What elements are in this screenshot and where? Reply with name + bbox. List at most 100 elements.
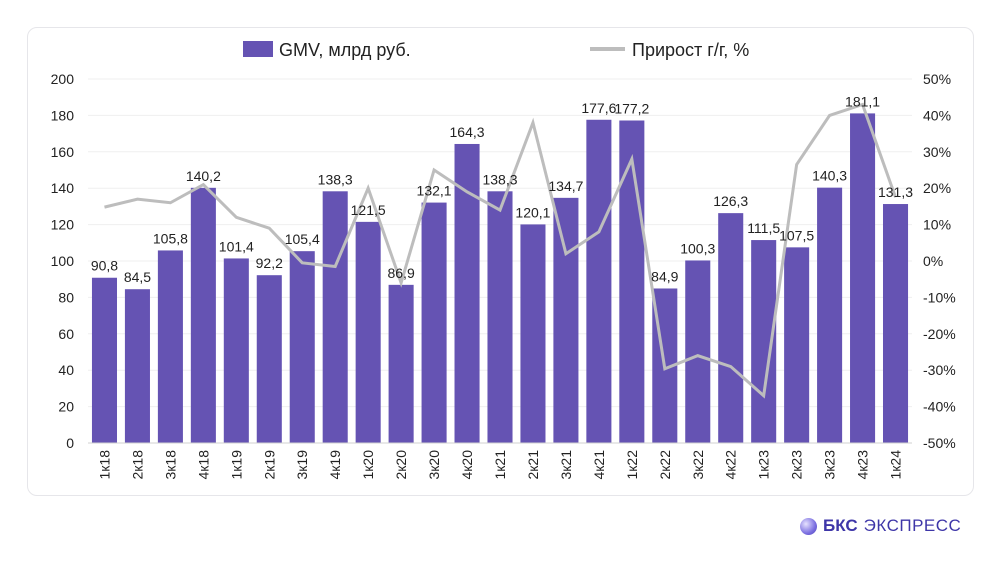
logo-bold: БКС	[823, 516, 858, 535]
x-tick-label: 2к20	[393, 450, 409, 480]
bks-express-logo: БКС ЭКСПРЕСС	[800, 516, 961, 536]
bar-value-label: 181,1	[845, 93, 880, 109]
bar	[91, 277, 118, 443]
bar-value-label: 140,2	[186, 168, 221, 184]
bar-value-label: 140,3	[812, 168, 847, 184]
left-tick-label: 200	[51, 71, 75, 87]
bar	[454, 143, 480, 443]
legend-bar-label: GMV, млрд руб.	[279, 40, 411, 60]
left-tick-label: 160	[51, 144, 75, 160]
x-tick-label: 1к24	[888, 450, 904, 480]
x-tick-label: 4к22	[723, 450, 739, 480]
right-tick-label: -50%	[923, 435, 956, 451]
right-tick-label: -10%	[923, 289, 956, 305]
bar	[487, 191, 513, 443]
x-tick-label: 4к18	[195, 450, 211, 480]
bar	[190, 187, 216, 443]
x-tick-label: 2к23	[789, 450, 805, 480]
bar-value-label: 90,8	[91, 258, 118, 274]
right-tick-label: 50%	[923, 71, 951, 87]
right-tick-label: 0%	[923, 253, 943, 269]
bar-value-label: 138,3	[318, 171, 353, 187]
bar-value-label: 105,8	[153, 230, 188, 246]
left-tick-label: 40	[58, 362, 74, 378]
left-tick-label: 20	[58, 399, 74, 415]
bar	[882, 204, 909, 443]
left-tick-label: 140	[51, 180, 75, 196]
bar-value-label: 107,5	[779, 227, 814, 243]
bar	[520, 224, 546, 443]
x-tick-label: 1к18	[96, 450, 112, 480]
left-tick-label: 60	[58, 326, 74, 342]
x-tick-label: 1к19	[228, 450, 244, 480]
bar	[388, 284, 414, 443]
x-tick-label: 3к23	[822, 450, 838, 480]
x-tick-label: 4к21	[591, 450, 607, 480]
x-tick-label: 1к21	[492, 450, 508, 480]
x-tick-label: 3к21	[558, 450, 574, 480]
bar-value-label: 111,5	[747, 220, 780, 236]
x-tick-label: 1к23	[756, 450, 772, 480]
bar-value-label: 84,9	[651, 268, 678, 284]
bar	[157, 250, 183, 443]
bar-value-label: 121,5	[351, 202, 386, 218]
bar-value-label: 100,3	[680, 240, 715, 256]
bar-value-label: 105,4	[285, 231, 320, 247]
right-tick-label: -30%	[923, 362, 956, 378]
right-tick-label: 40%	[923, 107, 951, 123]
bar	[553, 197, 579, 443]
right-tick-label: 20%	[923, 180, 951, 196]
x-tick-label: 3к22	[690, 450, 706, 480]
bar-value-label: 84,5	[124, 269, 151, 285]
legend-bar-swatch	[243, 41, 273, 57]
bar	[322, 191, 348, 443]
left-tick-label: 80	[58, 289, 74, 305]
bar-value-label: 92,2	[256, 255, 283, 271]
right-tick-label: -20%	[923, 326, 956, 342]
bar-value-label: 132,1	[417, 183, 452, 199]
bar-value-label: 101,4	[219, 238, 254, 254]
x-tick-label: 4к20	[459, 450, 475, 480]
bar	[421, 202, 447, 443]
bar	[256, 275, 282, 443]
right-tick-label: -40%	[923, 399, 956, 415]
bar	[619, 120, 645, 443]
x-tick-label: 4к19	[327, 450, 343, 480]
bar-value-label: 164,3	[450, 124, 485, 140]
bar-value-label: 177,6	[581, 100, 616, 116]
logo-text: ЭКСПРЕСС	[863, 516, 962, 535]
x-tick-label: 1к20	[360, 450, 376, 480]
bar-value-label: 86,9	[387, 265, 414, 281]
bar	[784, 247, 810, 443]
left-tick-label: 100	[51, 253, 75, 269]
left-tick-label: 120	[51, 217, 75, 233]
legend-line-label: Прирост г/г, %	[632, 40, 749, 60]
bar	[685, 260, 711, 443]
x-tick-label: 2к21	[525, 450, 541, 480]
bar-value-label: 134,7	[548, 178, 583, 194]
right-tick-label: 30%	[923, 144, 951, 160]
bar	[355, 221, 381, 443]
x-tick-label: 2к18	[129, 450, 145, 480]
bar	[124, 289, 150, 443]
x-tick-label: 1к22	[624, 450, 640, 480]
left-tick-label: 0	[66, 435, 74, 451]
bar-value-label: 126,3	[713, 193, 748, 209]
x-tick-label: 4к23	[855, 450, 871, 480]
bar	[718, 213, 744, 443]
legend: GMV, млрд руб. Прирост г/г, %	[243, 40, 749, 60]
bar-value-label: 120,1	[515, 204, 550, 220]
bar	[289, 251, 315, 443]
bar	[850, 113, 876, 443]
x-tick-label: 3к19	[294, 450, 310, 480]
right-tick-label: 10%	[923, 217, 951, 233]
x-tick-label: 2к19	[261, 450, 277, 480]
x-tick-label: 2к22	[657, 450, 673, 480]
bar-value-label: 177,2	[614, 100, 649, 116]
x-tick-label: 3к18	[162, 450, 178, 480]
bar	[817, 187, 843, 443]
bar-value-label: 131,3	[878, 184, 913, 200]
logo-ball-icon	[800, 517, 817, 535]
bar	[223, 258, 249, 443]
